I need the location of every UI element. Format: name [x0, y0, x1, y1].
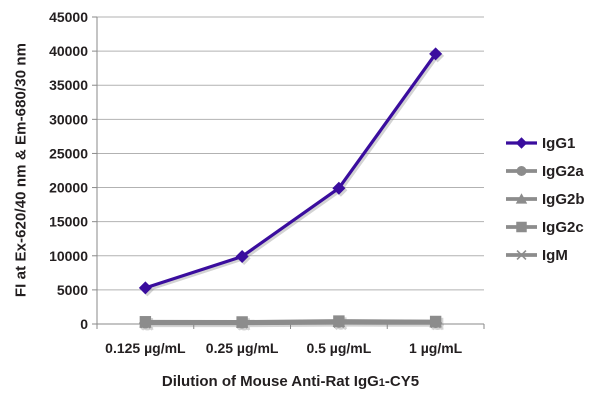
x-axis-title-suffix: -CY5	[384, 373, 420, 390]
series-group	[138, 47, 443, 329]
legend-label: IgG2a	[542, 162, 584, 180]
legend-item-IgM: IgM	[504, 245, 585, 265]
marker-square	[139, 316, 152, 328]
y-tick-label: 0	[80, 316, 88, 332]
x-category-label: 0.125 µg/mL	[105, 340, 186, 356]
legend-item-IgG2c: IgG2c	[504, 217, 585, 237]
x-category-label: 1 µg/mL	[409, 340, 463, 356]
marker-square	[333, 315, 345, 327]
marker-diamond	[332, 181, 346, 195]
legend: IgG1 IgG2a IgG2b IgG2c IgM	[504, 133, 585, 265]
y-tick-label: 45000	[49, 9, 88, 25]
y-tick-label: 20000	[49, 180, 88, 196]
legend-item-IgG1: IgG1	[504, 133, 585, 153]
y-tick-label: 30000	[49, 111, 88, 127]
legend-marker-square-icon	[506, 221, 537, 233]
x-category-label: 0.5 µg/mL	[306, 340, 371, 356]
marker-square	[516, 221, 527, 233]
y-tick-label: 40000	[49, 43, 88, 59]
y-tick-label: 10000	[49, 248, 88, 264]
marker-asterisk	[516, 249, 527, 261]
y-tick-label: 25000	[49, 145, 88, 161]
legend-item-IgG2a: IgG2a	[504, 161, 585, 181]
x-category-label: 0.25 µg/mL	[206, 340, 279, 356]
legend-item-IgG2b: IgG2b	[504, 189, 585, 209]
series-line-IgG2c	[143, 319, 438, 324]
y-tick-label: 15000	[49, 214, 88, 230]
marker-diamond	[515, 137, 528, 149]
legend-marker-diamond-icon	[506, 137, 537, 149]
x-axis-title-subscript: 1	[378, 377, 385, 389]
legend-marker-triangle-icon	[506, 193, 537, 204]
marker-triangle	[515, 193, 528, 204]
marker-square	[429, 315, 442, 328]
y-tick-label: 35000	[49, 77, 88, 93]
marker-diamond	[235, 249, 249, 263]
legend-label: IgM	[542, 246, 568, 264]
legend-label: IgG2c	[542, 218, 584, 236]
legend-label: IgG1	[542, 134, 576, 152]
legend-marker-circle-icon	[506, 165, 537, 177]
marker-square	[236, 316, 248, 328]
x-axis-title: Dilution of Mouse Anti-Rat IgG1-CY5	[97, 373, 484, 390]
legend-label: IgG2b	[542, 190, 585, 208]
marker-diamond	[138, 281, 152, 295]
legend-marker-asterisk-icon	[506, 249, 537, 261]
x-axis-title-prefix: Dilution of Mouse Anti-Rat IgG	[161, 373, 379, 390]
y-axis-title: FI at Ex-620/40 nm & Em-680/30 nm	[12, 42, 30, 298]
y-tick-label: 5000	[57, 282, 88, 298]
marker-diamond	[429, 47, 443, 61]
series-line-IgG1	[143, 52, 438, 290]
marker-circle	[516, 165, 527, 177]
